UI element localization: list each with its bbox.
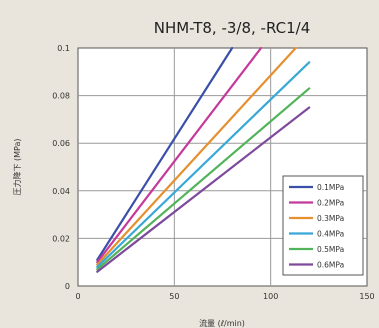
legend-label: 0.3MPa: [317, 214, 344, 223]
legend-label: 0.1MPa: [317, 183, 344, 192]
y-tick-label: 0.02: [52, 234, 70, 243]
x-tick-label: 150: [359, 292, 374, 301]
legend: 0.1MPa 0.2MPa 0.3MPa 0.4MPa 0.5MPa 0.6MPa: [282, 175, 364, 276]
y-axis-label: 圧力降下 (MPa): [12, 138, 22, 195]
series-line-0.6MPa: [96, 106, 311, 273]
series-lines: [96, 46, 311, 273]
y-tick-label: 0.04: [52, 187, 70, 196]
legend-label: 0.5MPa: [317, 245, 344, 254]
legend-label: 0.6MPa: [317, 261, 344, 270]
y-tick-label: 0.08: [52, 92, 70, 101]
x-axis-label: 流量 (ℓ/min): [199, 318, 245, 328]
legend-box: [282, 175, 364, 276]
tick-labels: 0 50 100 150 0 0.02 0.04 0.06 0.08 0.1: [52, 44, 374, 301]
series-line-0.3MPa: [96, 46, 297, 266]
y-tick-label: 0.06: [52, 139, 70, 148]
legend-label: 0.4MPa: [317, 230, 344, 239]
y-tick-label: 0: [65, 282, 70, 291]
series-line-0.4MPa: [96, 61, 311, 269]
x-tick-label: 50: [169, 292, 179, 301]
chart-title: NHM-T8, -3/8, -RC1/4: [154, 19, 311, 37]
legend-label: 0.2MPa: [317, 199, 344, 208]
series-line-0.2MPa: [96, 46, 263, 264]
series-line-0.1MPa: [96, 46, 234, 261]
x-tick-label: 0: [75, 292, 80, 301]
y-tick-label: 0.1: [57, 44, 70, 53]
x-tick-label: 100: [263, 292, 278, 301]
series-line-0.5MPa: [96, 87, 311, 271]
